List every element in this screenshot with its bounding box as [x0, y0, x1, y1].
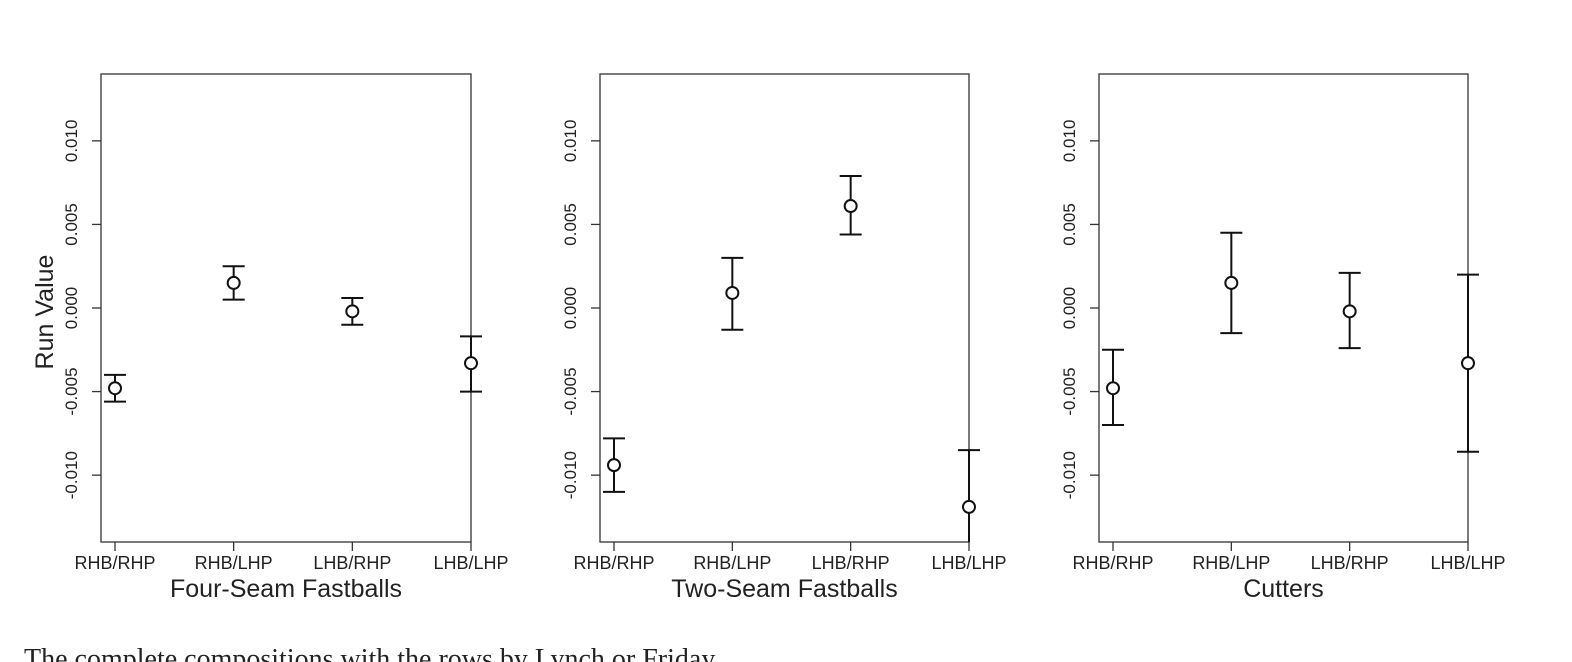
x-axis-title: Two-Seam Fastballs — [671, 575, 897, 603]
y-tick-label: 0.000 — [561, 287, 580, 330]
x-tick-label: LHB/LHP — [433, 553, 508, 573]
x-tick-label: RHB/RHP — [74, 553, 155, 573]
data-point — [962, 499, 976, 514]
data-point — [725, 285, 740, 300]
y-tick-label: -0.010 — [1060, 451, 1079, 499]
x-tick-label: RHB/LHP — [1192, 553, 1270, 573]
data-point — [607, 458, 621, 473]
y-tick-label: 0.000 — [62, 287, 81, 330]
x-tick-label: LHB/LHP — [931, 553, 1006, 573]
caption-text: The complete compositions with the rows … — [24, 644, 716, 662]
y-tick-label: 0.005 — [1060, 203, 1079, 246]
x-axis-title: Cutters — [1243, 575, 1324, 603]
x-tick-label: LHB/RHP — [812, 553, 890, 573]
y-axis-title: Run Value — [31, 255, 59, 370]
x-axis-title: Four-Seam Fastballs — [170, 575, 402, 603]
panel-2: -0.010 -0.005 0.000 0.005 0.010 RHB/RHP RHB/LH… — [561, 73, 1007, 603]
data-point — [1342, 304, 1357, 319]
data-point — [1106, 381, 1120, 396]
data-point — [1461, 356, 1475, 371]
plot-frame — [100, 73, 472, 543]
y-tick-label: -0.005 — [1060, 367, 1079, 415]
y-tick-label: -0.010 — [62, 451, 81, 499]
y-tick-label: 0.000 — [1060, 287, 1079, 330]
panel-3: -0.010 -0.005 0.000 0.005 0.010 RHB/RHP RHB/LH… — [1060, 73, 1506, 603]
x-tick-label: LHB/RHP — [1311, 553, 1389, 573]
data-point — [1224, 275, 1239, 290]
y-tick-label: 0.005 — [62, 203, 81, 246]
x-tick-label: RHB/RHP — [573, 553, 654, 573]
data-point — [464, 356, 478, 371]
x-tick-label: LHB/RHP — [313, 553, 391, 573]
x-tick-label: RHB/LHP — [693, 553, 771, 573]
y-tick-label: 0.010 — [62, 120, 81, 163]
data-point — [108, 381, 122, 396]
data-point — [226, 275, 241, 290]
x-tick-label: RHB/RHP — [1072, 553, 1153, 573]
x-tick-label: LHB/LHP — [1430, 553, 1505, 573]
y-tick-label: -0.005 — [561, 367, 580, 415]
plot-frame — [599, 73, 970, 543]
x-tick-label: RHB/LHP — [195, 553, 273, 573]
y-tick-label: -0.005 — [62, 367, 81, 415]
data-point — [843, 199, 858, 214]
y-tick-label: 0.010 — [1060, 120, 1079, 163]
plot-frame — [1098, 73, 1469, 543]
data-point — [345, 304, 360, 319]
y-tick-label: 0.005 — [561, 203, 580, 246]
panel-1: -0.010 -0.005 0.000 0.005 0.010 RHB/RHP RHB/LH… — [31, 73, 509, 603]
y-tick-label: -0.010 — [561, 451, 580, 499]
y-tick-label: 0.010 — [561, 120, 580, 163]
